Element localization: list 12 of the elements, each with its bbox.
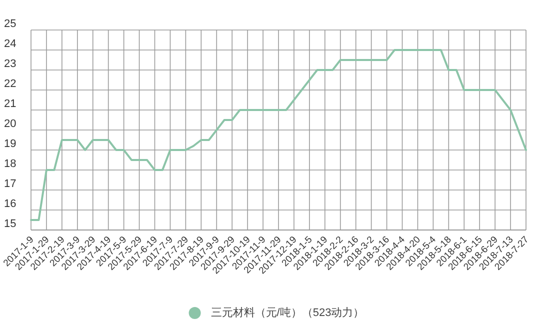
y-tick-label: 15 [4, 218, 16, 230]
y-tick-label: 22 [4, 78, 16, 90]
y-tick-label: 24 [4, 38, 16, 50]
y-tick-label: 25 [4, 18, 16, 30]
legend-label: 三元材料（元/吨）（523动力） [210, 306, 364, 319]
y-tick-label: 17 [4, 178, 16, 190]
y-tick-label: 21 [4, 98, 16, 110]
y-tick-label: 20 [4, 118, 16, 130]
y-tick-label: 23 [4, 58, 16, 70]
y-tick-label: 19 [4, 138, 16, 150]
y-tick-label: 16 [4, 198, 16, 210]
y-tick-label: 18 [4, 158, 16, 170]
